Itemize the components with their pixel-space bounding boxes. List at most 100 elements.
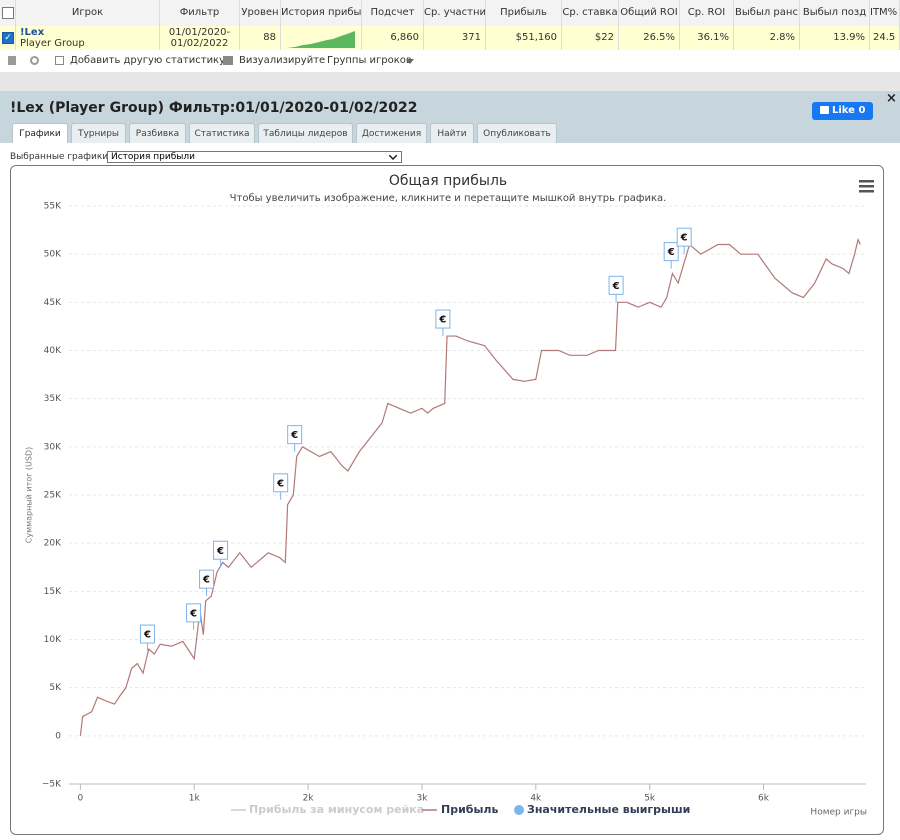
column-header[interactable]: Ср. участни: [424, 0, 486, 26]
column-header[interactable]: Выбыл позд: [800, 0, 870, 26]
column-header[interactable]: Уровен: [240, 0, 281, 26]
y-tick-label: 5K: [49, 683, 62, 693]
y-tick-label: 15K: [44, 587, 62, 597]
y-tick-label: −5K: [42, 780, 62, 790]
column-header[interactable]: Фильтр: [160, 0, 240, 26]
flag-label: €: [680, 233, 688, 244]
flag-label: €: [612, 281, 620, 292]
x-tick-label: 4k: [530, 794, 542, 804]
like-count: 0: [858, 105, 866, 116]
flag: [287, 425, 303, 445]
flag-label: €: [667, 247, 675, 258]
tab[interactable]: Опубликовать: [477, 123, 557, 143]
x-tick-label: 6k: [758, 794, 770, 804]
flag: [199, 569, 215, 589]
player-cell: !Lex Player Group: [16, 26, 160, 50]
legend-item[interactable]: Значительные выигрыши: [527, 803, 690, 816]
column-header[interactable]: Ср. ставка: [562, 0, 619, 26]
column-header[interactable]: ITM%: [870, 0, 900, 26]
sparkline-area: [287, 31, 355, 48]
delete-icon[interactable]: [8, 56, 16, 65]
x-tick-label: 2k: [303, 794, 315, 804]
player-groups-button[interactable]: Группы игроков: [327, 55, 412, 66]
cell: 26.5%: [619, 26, 680, 50]
sparkline: [281, 26, 362, 50]
cell: 88: [240, 26, 281, 50]
x-tick-label: 1k: [189, 794, 201, 804]
legend-item[interactable]: Прибыль: [441, 803, 498, 816]
cell: 371: [424, 26, 486, 50]
flag: [139, 624, 155, 644]
y-tick-label: 30K: [44, 442, 62, 452]
tab[interactable]: Турниры: [71, 123, 126, 143]
toolbar: Добавить другую статистику Визуализируйт…: [0, 50, 900, 72]
tab[interactable]: Таблицы лидеров: [258, 123, 353, 143]
panel-title: !Lex (Player Group) Фильтр:01/01/2020-01…: [10, 100, 418, 116]
x-axis-title: Номер игры: [810, 808, 867, 818]
flag-label: €: [290, 430, 298, 441]
y-tick-label: 35K: [44, 394, 62, 404]
flag: [435, 309, 451, 329]
flag: [186, 603, 202, 623]
chart-frame: Общая прибыль Чтобы увеличить изображени…: [10, 165, 884, 835]
like-text: Like: [832, 105, 855, 116]
y-tick-label: 50K: [44, 250, 62, 260]
chart-selector[interactable]: История прибыли: [107, 151, 402, 163]
refresh-icon[interactable]: [30, 56, 39, 65]
menu-button[interactable]: [859, 180, 874, 193]
column-header[interactable]: Прибыль: [486, 0, 562, 26]
flag-label: €: [189, 608, 197, 619]
x-tick-label: 5k: [644, 794, 656, 804]
select-all[interactable]: [0, 0, 16, 26]
dropdown-arrow: [406, 59, 414, 64]
row-checkbox[interactable]: ✓: [0, 26, 16, 50]
column-header[interactable]: Игрок: [16, 0, 160, 26]
selector-value: История прибыли: [111, 152, 195, 162]
flag-label: €: [438, 315, 446, 326]
add-icon: [55, 56, 64, 65]
flag: [608, 275, 624, 295]
column-header[interactable]: Подсчет: [362, 0, 424, 26]
sparkline-chart: [287, 31, 355, 48]
close-button[interactable]: ×: [886, 91, 897, 106]
tab[interactable]: Разбивка: [129, 123, 186, 143]
column-header[interactable]: Выбыл ранс: [734, 0, 800, 26]
y-axis-title: Суммарный итог (USD): [25, 447, 34, 544]
add-stat-button[interactable]: Добавить другую статистику: [70, 55, 226, 66]
chart-title: Общая прибыль: [389, 173, 507, 189]
player-name[interactable]: !Lex: [20, 27, 45, 38]
legend-item[interactable]: Прибыль за минусом рейка: [249, 803, 424, 816]
like-button[interactable]: Like 0: [812, 102, 873, 120]
flag: [213, 540, 229, 560]
y-tick-label: 45K: [44, 298, 62, 308]
tab[interactable]: Графики: [12, 123, 68, 143]
cell: 13.9%: [800, 26, 870, 50]
tab[interactable]: Статистика: [189, 123, 255, 143]
chart: Общая прибыль Чтобы увеличить изображени…: [25, 173, 874, 818]
filter-cell: 01/01/2020-01/02/2022: [160, 26, 240, 50]
flag-label: €: [143, 630, 151, 641]
tab[interactable]: Найти: [430, 123, 474, 143]
x-tick-label: 0: [78, 794, 84, 804]
chart-subtitle: Чтобы увеличить изображение, кликните и …: [230, 193, 667, 204]
y-tick-label: 25K: [44, 491, 62, 501]
cell: 24.5: [870, 26, 900, 50]
selector-label: Выбранные графики:: [10, 152, 112, 162]
cell: 36.1%: [680, 26, 734, 50]
tab[interactable]: Достижения: [356, 123, 427, 143]
visualize-button[interactable]: Визуализируйте: [239, 55, 326, 66]
y-tick-label: 0: [55, 731, 61, 741]
profit-line: [79, 237, 861, 736]
player-group: Player Group: [20, 38, 85, 49]
cell: 6,860: [362, 26, 424, 50]
cell: 2.8%: [734, 26, 800, 50]
column-header[interactable]: История прибы: [281, 0, 362, 26]
column-header[interactable]: Ср. ROI: [680, 0, 734, 26]
column-header[interactable]: Общий ROI: [619, 0, 680, 26]
flag-label: €: [276, 478, 284, 489]
cell: $22: [562, 26, 619, 50]
legend-symbol: [514, 805, 524, 815]
flag-label: €: [202, 575, 210, 586]
player-panel: !Lex (Player Group) Фильтр:01/01/2020-01…: [0, 91, 900, 840]
